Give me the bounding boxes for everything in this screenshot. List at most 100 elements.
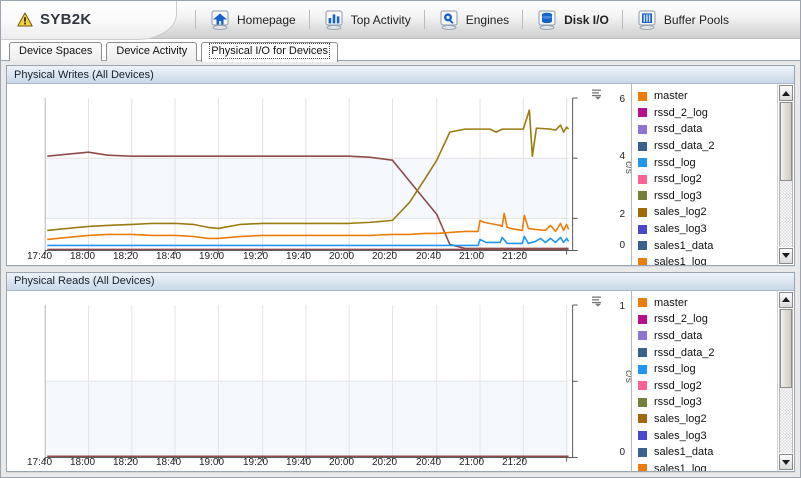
legend-label: rssd_data_2 (654, 140, 715, 153)
legend-label: rssd_log2 (654, 173, 702, 186)
legend-item[interactable]: rssd_2_log (638, 105, 777, 122)
legend-item[interactable]: rssd_log (638, 154, 777, 171)
legend-label: rssd_2_log (654, 313, 708, 326)
scroll-up-button[interactable] (779, 291, 793, 308)
x-tick: 18:20 (113, 457, 139, 468)
panel-body: 6 4 2 0 c/s 17:40 18:00 18:20 18:40 19:0… (7, 84, 794, 265)
scrollbar-track[interactable] (779, 102, 793, 247)
x-tick: 20:40 (416, 457, 442, 468)
legend-item[interactable]: sales1_data (638, 444, 777, 461)
bar-chart-icon (325, 10, 343, 30)
panel-physical-writes: Physical Writes (All Devices) (6, 65, 795, 266)
scroll-up-icon (782, 90, 790, 96)
legend-item[interactable]: master (638, 295, 777, 312)
scroll-down-button[interactable] (779, 247, 793, 264)
legend-swatch (638, 241, 647, 251)
legend-item[interactable]: sales1_data (638, 237, 777, 254)
legend-label: rssd_log (654, 156, 696, 169)
legend-item[interactable]: rssd_2_log (638, 311, 777, 328)
x-tick: 19:40 (286, 250, 312, 262)
legend-item[interactable]: rssd_data_2 (638, 344, 777, 361)
legend-item[interactable]: sales1_log (638, 460, 777, 471)
scroll-down-icon (782, 253, 790, 258)
x-axis-reads: 17:40 18:00 18:20 18:40 19:00 19:20 19:4… (7, 457, 631, 469)
toolbar-item-engines[interactable]: Engines (430, 5, 517, 35)
legend-item[interactable]: rssd_log (638, 361, 777, 378)
legend-label: master (654, 296, 688, 309)
chart-physical-reads[interactable]: 1 0 c/s 17:40 18:00 18:20 18:40 19:00 19… (7, 290, 634, 471)
home-icon (211, 10, 229, 30)
chart-physical-writes[interactable]: 6 4 2 0 c/s 17:40 18:00 18:20 18:40 19:0… (7, 84, 634, 265)
tab-label: Physical I/O for Devices (209, 43, 331, 59)
legend-swatch (638, 431, 647, 441)
legend-items-writes: master rssd_2_log rssd_data rssd_data_2 (632, 84, 777, 265)
y-tick-reads-1: 1 (619, 300, 625, 312)
legend-label: sales_log2 (654, 412, 707, 425)
legend-item[interactable]: sales_log3 (638, 427, 777, 444)
brand-area: SYB2K (1, 1, 182, 39)
legend-item[interactable]: rssd_data_2 (638, 138, 777, 155)
legend-label: rssd_log3 (654, 189, 702, 202)
legend-label: rssd_log (654, 363, 696, 376)
legend-scrollbar-writes[interactable] (777, 84, 794, 265)
scrollbar-thumb[interactable] (780, 102, 792, 182)
legend-label: rssd_log2 (654, 379, 702, 392)
legend-swatch (638, 397, 647, 407)
y-tick-writes-4: 4 (619, 151, 625, 162)
legend-item[interactable]: rssd_log3 (638, 394, 777, 411)
toolbar-divider (423, 10, 425, 29)
legend-item[interactable]: rssd_log3 (638, 188, 777, 205)
x-tick: 21:00 (459, 457, 485, 468)
content-area: Physical Writes (All Devices) (1, 61, 800, 477)
scrollbar-thumb[interactable] (780, 308, 792, 388)
legend-swatch (638, 298, 647, 308)
top-toolbar: SYB2K Homepage (1, 1, 800, 40)
tab-physical-io-for-devices[interactable]: Physical I/O for Devices (201, 42, 339, 62)
scroll-down-button[interactable] (779, 454, 793, 470)
legend-item[interactable]: rssd_data (638, 328, 777, 345)
toolbar-item-top-activity[interactable]: Top Activity (315, 5, 419, 35)
x-tick: 20:20 (372, 457, 398, 468)
legend-scrollbar-reads[interactable] (777, 290, 794, 471)
legend-label: sales1_data (654, 239, 714, 252)
toolbar-item-label: Buffer Pools (663, 12, 729, 27)
x-tick: 18:20 (113, 250, 139, 262)
legend-item[interactable]: sales1_log (638, 254, 777, 265)
legend-item[interactable]: master (638, 88, 777, 105)
x-tick: 19:20 (243, 457, 269, 468)
legend-label: sales_log3 (654, 223, 707, 236)
toolbar-item-label: Engines (465, 12, 510, 27)
legend-label: sales1_data (654, 446, 714, 459)
engine-gear-icon (440, 10, 458, 30)
legend-swatch (638, 124, 647, 134)
x-tick: 20:40 (416, 250, 442, 262)
tab-device-spaces[interactable]: Device Spaces (9, 42, 103, 61)
warning-triangle-icon (17, 12, 33, 27)
toolbar-item-label: Top Activity (350, 12, 411, 27)
toolbar-items: Homepage Top Activity (190, 1, 737, 39)
toolbar-item-disk-io[interactable]: Disk I/O (528, 5, 617, 35)
x-tick: 18:00 (70, 250, 96, 262)
legend-item[interactable]: sales_log2 (638, 204, 777, 221)
chart-menu-icon[interactable] (591, 295, 603, 307)
legend-swatch (638, 108, 647, 118)
scroll-up-button[interactable] (779, 85, 793, 101)
toolbar-item-homepage[interactable]: Homepage (201, 5, 304, 35)
tab-device-activity[interactable]: Device Activity (106, 42, 198, 61)
legend-item[interactable]: sales_log2 (638, 411, 777, 428)
legend-item[interactable]: rssd_log2 (638, 171, 777, 188)
legend-item[interactable]: rssd_log2 (638, 377, 777, 394)
toolbar-item-buffer-pools[interactable]: Buffer Pools (628, 5, 737, 35)
legend-swatch (638, 331, 647, 341)
scrollbar-track[interactable] (779, 308, 793, 453)
legend-item[interactable]: rssd_data (638, 121, 777, 138)
legend-item[interactable]: sales_log3 (638, 221, 777, 238)
chart-canvas-writes (44, 97, 578, 255)
chart-canvas-reads (44, 304, 578, 461)
legend-swatch (638, 91, 647, 101)
legend-label: master (654, 90, 688, 103)
tab-label: Device Activity (116, 45, 188, 57)
y-tick-writes-6: 6 (619, 94, 625, 105)
x-tick: 20:00 (329, 250, 355, 262)
chart-menu-icon[interactable] (591, 88, 603, 100)
